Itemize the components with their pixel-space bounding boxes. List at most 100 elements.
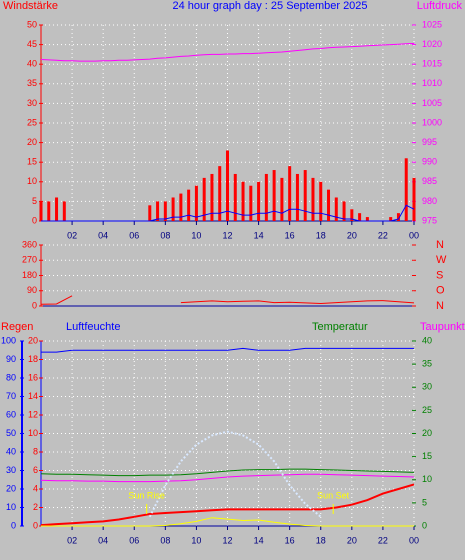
y2-tick-label: 1000: [422, 117, 442, 127]
y3-tick-label: 16: [28, 372, 38, 382]
legend-label: Luftfeuchte: [66, 321, 120, 333]
x-tick-label: 20: [347, 535, 357, 545]
x-tick-label: 18: [316, 535, 326, 545]
y2-tick-label: 30: [422, 382, 432, 392]
y-tick-label: 20: [27, 137, 37, 147]
y3-tick-label: 0: [33, 520, 38, 530]
y-tick-label: 80: [6, 372, 16, 382]
series-line: [40, 468, 415, 477]
y-tick-label: 180: [22, 270, 37, 280]
y3-tick-label: 10: [28, 428, 38, 438]
chart-title: 24 hour graph day : 25 September 2025: [172, 0, 367, 12]
x-tick-label: 02: [67, 535, 77, 545]
x-tick-label: 20: [347, 230, 357, 240]
series-line: [41, 204, 415, 222]
y3-tick-label: 8: [33, 446, 38, 456]
legend-label: Windstärke: [3, 0, 58, 12]
x-tick-label: 12: [222, 230, 232, 240]
x-tick-label: 08: [160, 535, 170, 545]
y3-tick-label: 6: [33, 465, 38, 475]
y-tick-label: 100: [1, 335, 16, 345]
y-tick-label: 90: [27, 285, 37, 295]
x-tick-label: 02: [67, 230, 77, 240]
y-tick-label: 10: [6, 502, 16, 512]
y-tick-label: 30: [6, 465, 16, 475]
y2-tick-label: 980: [422, 196, 437, 206]
x-tick-label: 06: [129, 535, 139, 545]
series-line: [40, 42, 415, 62]
x-tick-label: 12: [222, 535, 232, 545]
y2-tick-label: 990: [422, 157, 437, 167]
x-tick-label: 14: [254, 535, 264, 545]
y-tick-label: 0: [11, 520, 16, 530]
y2-tick-label: 35: [422, 359, 432, 369]
y-tick-label: 70: [6, 391, 16, 401]
y-tick-label: 270: [22, 255, 37, 265]
series-line: [40, 473, 415, 483]
x-tick-label: 00: [409, 230, 419, 240]
y2-tick-label: 1015: [422, 59, 442, 69]
y2-tick-label: 10: [422, 474, 432, 484]
y2-tick-label: W: [436, 254, 447, 266]
y2-tick-label: 0: [422, 520, 427, 530]
x-tick-label: 16: [285, 230, 295, 240]
y2-tick-label: 40: [422, 335, 432, 345]
x-tick-label: 18: [316, 230, 326, 240]
y-tick-label: 0: [32, 300, 37, 310]
y-tick-label: 5: [32, 196, 37, 206]
annotation: Sun Set: [317, 490, 350, 500]
y2-tick-label: 1025: [422, 19, 442, 29]
y-tick-label: 50: [27, 19, 37, 29]
y3-tick-label: 12: [28, 409, 38, 419]
y-tick-label: 30: [27, 98, 37, 108]
x-tick-label: 16: [285, 535, 295, 545]
x-tick-label: 00: [409, 535, 419, 545]
series-line: [41, 347, 414, 353]
y-tick-label: 40: [6, 446, 16, 456]
y-tick-label: 35: [27, 78, 37, 88]
y-tick-label: 50: [6, 428, 16, 438]
y2-tick-label: 20: [422, 428, 432, 438]
series-line: [148, 430, 322, 518]
y2-tick-label: N: [436, 300, 444, 312]
y2-tick-label: 5: [422, 497, 427, 507]
y2-tick-label: 995: [422, 137, 437, 147]
y2-tick-label: N: [436, 239, 444, 251]
legend-label: Taupunkt: [420, 321, 465, 333]
y-tick-label: 40: [27, 59, 37, 69]
y2-tick-label: 1005: [422, 98, 442, 108]
x-tick-label: 10: [191, 230, 201, 240]
series-line: [41, 517, 414, 527]
y-tick-label: 10: [27, 176, 37, 186]
y2-tick-label: 25: [422, 405, 432, 415]
y-tick-label: 25: [27, 117, 37, 127]
y2-tick-label: O: [436, 285, 445, 297]
y2-tick-label: 1020: [422, 39, 442, 49]
legend-label: Luftdruck: [417, 0, 463, 12]
x-tick-label: 22: [378, 230, 388, 240]
series-line: [40, 295, 415, 305]
y-tick-label: 60: [6, 409, 16, 419]
legend-label: Temperatur: [312, 321, 368, 333]
series-line: [40, 483, 415, 527]
x-tick-label: 04: [98, 230, 108, 240]
y3-tick-label: 2: [33, 502, 38, 512]
x-tick-label: 22: [378, 535, 388, 545]
x-tick-label: 04: [98, 535, 108, 545]
y2-tick-label: 1010: [422, 78, 442, 88]
y-tick-label: 20: [6, 483, 16, 493]
x-tick-label: 14: [254, 230, 264, 240]
y2-tick-label: S: [436, 269, 443, 281]
y-tick-label: 90: [6, 354, 16, 364]
y-tick-label: 360: [22, 239, 37, 249]
y3-tick-label: 4: [33, 483, 38, 493]
y3-tick-label: 14: [28, 391, 38, 401]
y3-tick-label: 20: [28, 335, 38, 345]
x-tick-label: 08: [160, 230, 170, 240]
y2-tick-label: 15: [422, 451, 432, 461]
y-tick-label: 15: [27, 157, 37, 167]
x-tick-label: 06: [129, 230, 139, 240]
annotation: Sun Rise: [128, 490, 165, 500]
